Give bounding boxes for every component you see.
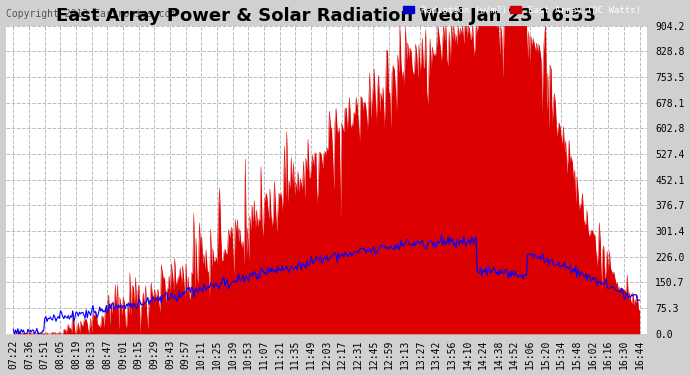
Text: Copyright 2013 Cartronics.com: Copyright 2013 Cartronics.com — [6, 9, 176, 20]
Title: East Array Power & Solar Radiation Wed Jan 23 16:53: East Array Power & Solar Radiation Wed J… — [57, 8, 596, 26]
Legend: Radiation (w/m2), East Array (DC Watts): Radiation (w/m2), East Array (DC Watts) — [402, 4, 643, 16]
